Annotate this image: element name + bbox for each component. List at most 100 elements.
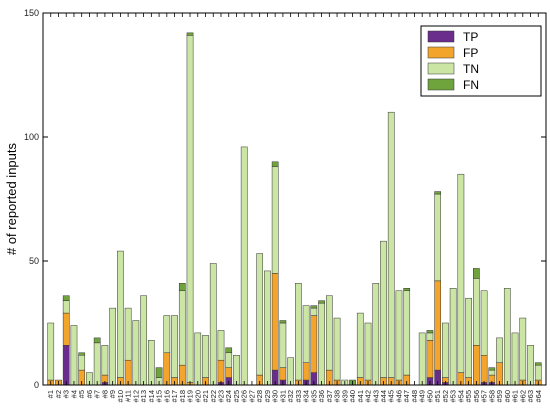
- bar-segment-tn-20: [194, 332, 202, 386]
- bar-segment-tn-32: [287, 357, 294, 386]
- bar-segment-fn-5: [78, 352, 86, 356]
- x-tick-label: #20: [193, 390, 202, 403]
- y-tick-label: 100: [24, 132, 39, 142]
- bar-segment-fn-3: [62, 295, 70, 301]
- x-tick-label: #31: [278, 390, 287, 403]
- x-tick-label: #27: [247, 390, 256, 403]
- x-tick-label: #43: [371, 390, 380, 403]
- bar-segment-fn-58: [488, 367, 496, 371]
- bar-segment-tn-24: [225, 352, 233, 368]
- x-tick-label: #56: [472, 390, 481, 403]
- bar-segment-tn-19: [186, 35, 194, 383]
- bar-segment-tn-29: [264, 270, 271, 386]
- bar-segment-tn-17: [171, 315, 178, 378]
- bar-segment-fn-19: [186, 32, 194, 36]
- bar-segment-fn-18: [178, 283, 186, 292]
- bar-segment-tn-11: [124, 307, 132, 361]
- bar-segment-fp-51: [434, 280, 442, 371]
- x-tick-label: #50: [425, 390, 434, 403]
- x-tick-label: #3: [62, 390, 71, 398]
- bar-segment-tn-61: [511, 332, 519, 386]
- bar-segment-fn-50: [426, 330, 434, 334]
- bar-segment-tn-30: [271, 166, 279, 274]
- x-tick-label: #36: [317, 390, 326, 403]
- bar-segment-tn-49: [418, 332, 426, 386]
- x-tick-label: #24: [224, 390, 233, 403]
- bar-segment-tn-10: [117, 250, 124, 378]
- y-tick-label: 150: [24, 8, 39, 18]
- x-tick-label: #16: [162, 390, 171, 403]
- bar-segment-fn-30: [271, 161, 279, 168]
- bar-segment-fn-56: [473, 268, 480, 279]
- bar-segment-tn-37: [325, 295, 333, 371]
- bar-segment-tn-3: [62, 300, 70, 314]
- x-tick-label: #30: [271, 390, 280, 403]
- x-tick-label: #40: [348, 390, 357, 403]
- bar-segment-tn-1: [47, 322, 55, 381]
- bar-segment-tn-5: [78, 354, 86, 371]
- x-tick-label: #51: [433, 390, 442, 403]
- x-tick-label: #13: [139, 390, 148, 403]
- bar-segment-tn-62: [519, 317, 527, 381]
- ticks-layer: 050100150#1#2#3#4#5#6#7#8#9#10#11#12#13#…: [24, 8, 546, 403]
- legend-label-fn: FN: [463, 78, 479, 92]
- x-tick-label: #23: [216, 390, 225, 403]
- legend-swatch-fn: [427, 78, 455, 91]
- x-tick-label: #48: [410, 390, 419, 403]
- bar-segment-tn-34: [302, 305, 310, 363]
- bar-segment-tn-58: [488, 369, 496, 376]
- legend-swatch-tp: [427, 30, 455, 43]
- bar-segment-fp-24: [225, 367, 233, 378]
- bar-segment-tn-7: [93, 342, 101, 386]
- x-tick-label: #15: [155, 390, 164, 403]
- bar-segment-tn-38: [333, 317, 341, 381]
- x-tick-label: #41: [356, 390, 365, 403]
- bar-segment-tn-60: [503, 288, 511, 386]
- bar-segment-fp-3: [62, 312, 70, 346]
- bar-segment-tn-47: [403, 290, 411, 376]
- bar-segment-fp-56: [473, 345, 480, 386]
- bar-segment-tn-52: [442, 322, 449, 378]
- x-tick-label: #17: [170, 390, 179, 403]
- bar-segment-tp-3: [62, 345, 70, 386]
- x-tick-label: #4: [69, 390, 78, 398]
- y-tick-label: 50: [29, 256, 39, 266]
- bar-segment-fn-51: [434, 191, 442, 195]
- x-tick-label: #39: [340, 390, 349, 403]
- bar-segment-fn-31: [279, 320, 287, 324]
- x-tick-label: #62: [518, 390, 527, 403]
- bar-segment-tn-23: [217, 330, 225, 361]
- bar-segment-tn-9: [109, 307, 116, 386]
- bar-segment-tn-16: [163, 315, 171, 354]
- x-tick-label: #8: [100, 390, 109, 398]
- bar-segment-tn-26: [240, 146, 248, 386]
- x-tick-label: #32: [286, 390, 295, 403]
- x-tick-label: #46: [394, 390, 403, 403]
- bar-segment-fn-47: [403, 288, 411, 292]
- bar-segment-fn-35: [310, 305, 318, 309]
- bar-segment-tn-42: [364, 322, 372, 381]
- bar-segment-tn-14: [147, 340, 155, 386]
- x-tick-label: #55: [464, 390, 473, 403]
- bar-segment-tn-8: [101, 345, 109, 376]
- bar-segment-tn-46: [395, 290, 403, 381]
- legend-swatch-fp: [427, 46, 455, 59]
- x-tick-label: #44: [379, 390, 388, 403]
- x-tick-label: #11: [124, 390, 133, 402]
- bar-segment-fp-16: [163, 352, 171, 386]
- bar-segment-fp-50: [426, 340, 434, 378]
- x-tick-label: #53: [449, 390, 458, 403]
- x-tick-label: #59: [495, 390, 504, 403]
- x-tick-label: #1: [46, 390, 55, 398]
- plot-frame: [42, 12, 547, 386]
- legend-label-fp: FP: [463, 46, 478, 60]
- bar-segment-fn-64: [534, 362, 542, 366]
- bar-segment-fn-15: [155, 367, 163, 378]
- bar-segment-fn-7: [93, 337, 101, 344]
- x-tick-label: #57: [480, 390, 489, 403]
- legend-label-tn: TN: [463, 62, 479, 76]
- bar-segment-tn-18: [178, 290, 186, 366]
- x-tick-label: #47: [402, 390, 411, 403]
- bar-segment-tn-57: [480, 290, 488, 356]
- x-tick-label: #52: [441, 390, 450, 403]
